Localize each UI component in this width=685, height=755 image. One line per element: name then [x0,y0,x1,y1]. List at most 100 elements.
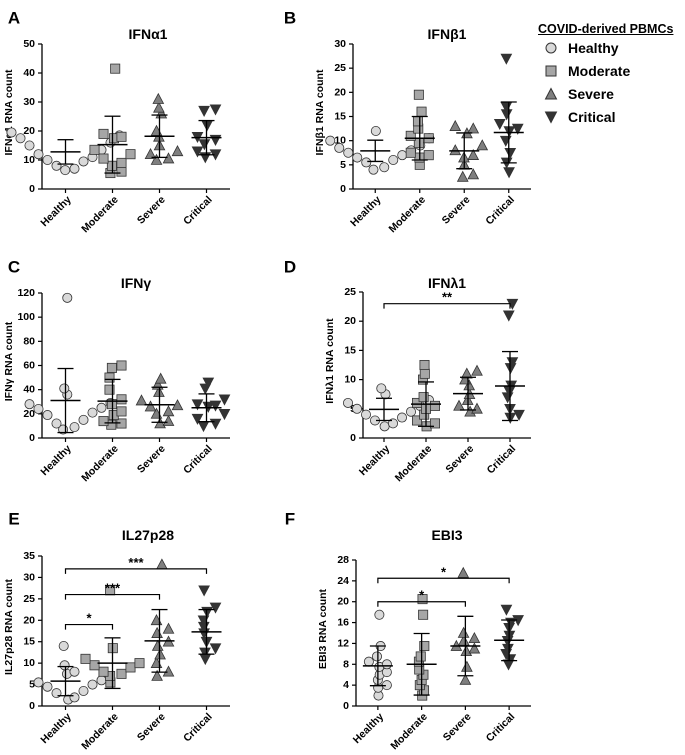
data-point [504,147,517,160]
data-point [116,157,127,168]
data-point [154,417,166,429]
legend-label-severe: Severe [568,85,614,102]
significance-bracket: * [377,564,510,584]
data-point [513,409,525,421]
data-point [209,602,222,614]
triangle-up-marker-icon [544,86,558,99]
series-moderate [97,360,128,430]
y-tick-label: 10 [23,154,35,166]
data-point [412,116,423,127]
data-point [78,156,89,167]
y-tick-label: 8 [343,658,349,670]
data-point [467,148,480,160]
data-point [379,162,390,173]
x-tick-label: Critical [484,711,518,745]
data-point [405,406,416,417]
series-moderate [80,585,145,690]
data-point [371,651,382,662]
data-point [209,104,222,116]
data-point [209,134,222,146]
series-healthy [24,292,116,435]
x-tick-label: Moderate [79,711,121,753]
y-tick-label: 10 [23,657,35,669]
data-point [461,660,473,672]
x-tick-label: Severe [135,711,168,744]
data-point [58,641,69,652]
data-point [209,418,222,430]
data-point [363,656,374,667]
data-point [151,639,164,651]
x-tick-label: Healthy [357,443,392,478]
data-point [459,673,472,685]
data-point [449,144,462,156]
x-tick-label: Critical [181,711,215,745]
series-critical [191,585,222,666]
data-point [503,167,515,179]
data-point [104,372,115,383]
data-point [468,631,481,644]
data-point [457,566,470,578]
data-point [60,165,71,176]
data-point [418,609,429,620]
data-point [501,392,514,404]
series-severe [135,372,184,429]
data-point [116,360,127,371]
chart-title: EBI3 [431,527,462,543]
series-healthy [33,641,107,705]
y-tick-label: 50 [23,38,35,50]
data-point [150,153,163,165]
data-point [154,372,167,384]
data-point [199,647,211,659]
significance-label: * [419,588,425,603]
data-point [144,147,157,160]
data-point [325,135,336,146]
bracket-line [64,623,114,630]
x-tick-label: Moderate [386,194,428,236]
y-axis-label: IFNβ1 RNA count [314,69,326,155]
y-tick-label: 30 [334,38,346,50]
significance-bracket: * [377,588,466,607]
data-point [162,665,175,677]
data-point [33,403,44,414]
data-point [191,146,204,158]
data-point [197,421,210,433]
data-point [69,692,80,703]
data-point [151,626,163,638]
significance-bracket: *** [64,581,161,600]
data-point [397,150,408,161]
series-moderate [406,594,437,701]
y-tick-label: 24 [337,575,349,587]
x-tick-label: Severe [135,443,168,476]
y-tick-label: 15 [334,111,346,123]
data-point [500,604,513,616]
data-point [144,400,157,412]
data-point [502,310,515,322]
data-point [80,653,91,664]
x-tick-label: Critical [181,443,215,477]
data-point [96,402,107,413]
significance-label: *** [105,581,121,596]
data-point [78,686,89,697]
data-point [24,399,35,410]
data-point [218,409,231,421]
data-point [59,660,70,671]
data-point [456,170,469,182]
data-point [151,669,163,681]
data-point [360,409,371,420]
data-point [342,397,353,408]
x-tick-label: Healthy [351,711,386,746]
y-tick-label: 12 [337,637,349,649]
data-point [162,152,175,164]
data-point [511,123,524,135]
y-tick-label: 20 [23,125,35,137]
data-point [104,384,115,395]
y-tick-label: 0 [29,432,35,444]
data-point [505,617,517,629]
data-point [209,400,222,412]
data-point [381,659,392,670]
chart-title: IL27p28 [122,527,174,543]
x-tick-label: Severe [135,194,168,227]
y-tick-label: 4 [343,679,349,691]
data-point [69,163,80,174]
significance-bracket: * [64,611,114,630]
